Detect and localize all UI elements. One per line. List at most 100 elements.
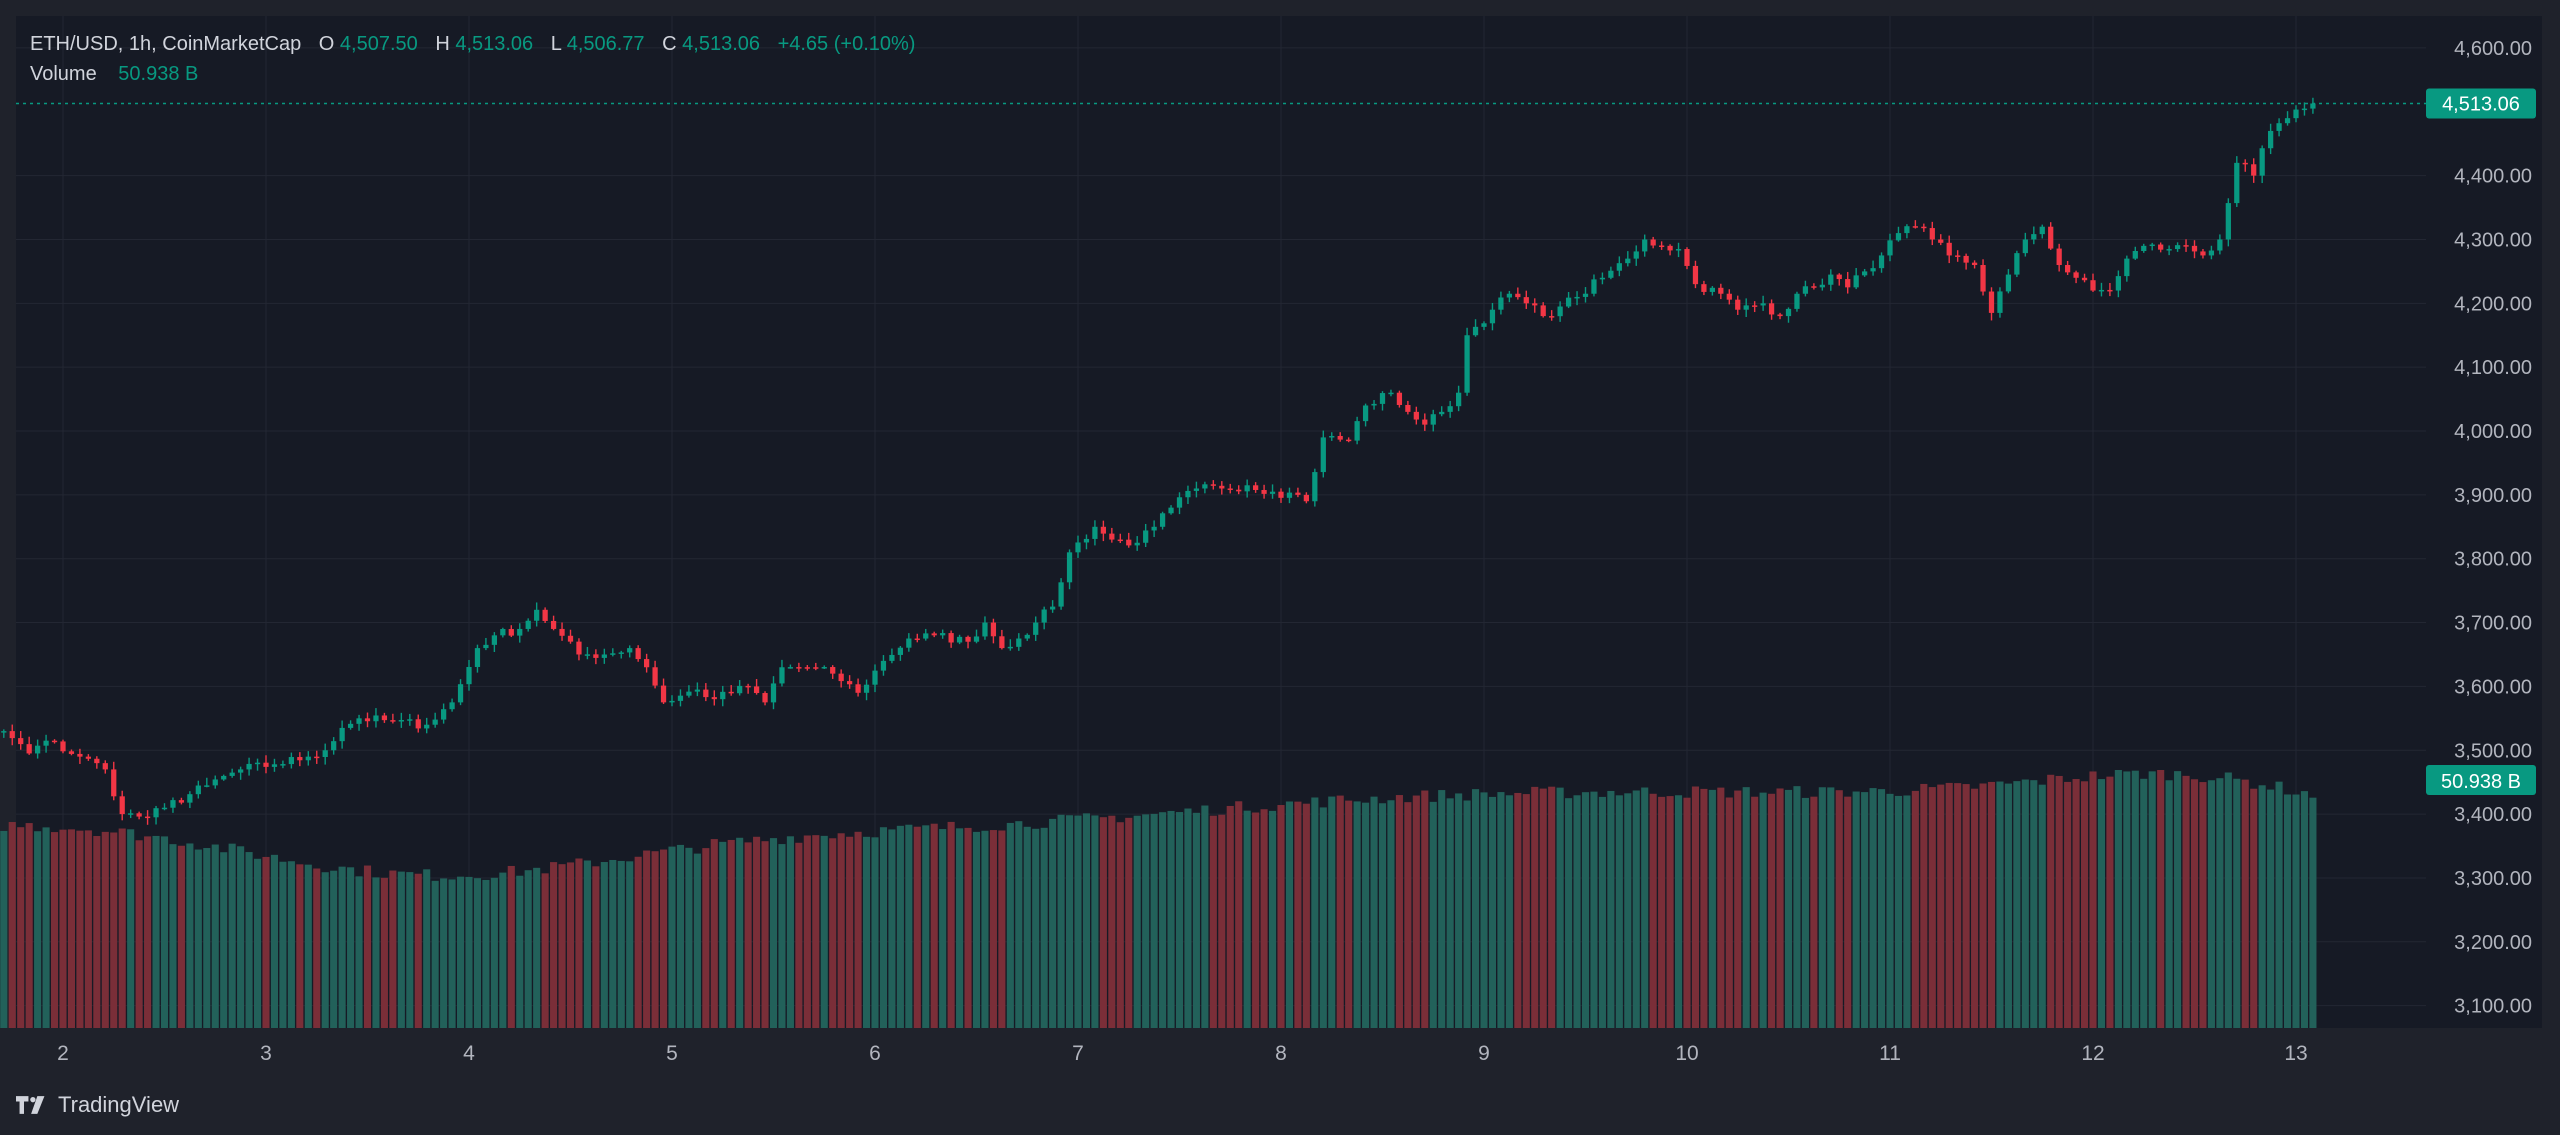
- candle-body: [703, 689, 709, 698]
- volume-bar: [769, 838, 778, 1028]
- volume-bar: [2199, 782, 2207, 1028]
- volume-bar: [2106, 776, 2114, 1028]
- x-tick-label: 12: [2081, 1042, 2104, 1065]
- volume-bar: [2300, 791, 2309, 1028]
- candle-body: [1921, 226, 1927, 229]
- candle-body: [2259, 148, 2265, 176]
- volume-histogram: [0, 770, 2317, 1028]
- candle-body: [280, 764, 286, 766]
- candle-body: [1346, 439, 1352, 442]
- candle-body: [2039, 226, 2045, 235]
- candle-body: [897, 647, 903, 655]
- y-tick-label: 4,300.00: [2454, 229, 2532, 251]
- candle-body: [1109, 533, 1115, 540]
- candle-body: [999, 636, 1005, 649]
- candle-body: [669, 700, 675, 703]
- volume-bar: [1607, 790, 1615, 1028]
- volume-bar: [2030, 780, 2038, 1028]
- candle-body: [2242, 162, 2248, 165]
- volume-bar: [1928, 787, 1936, 1028]
- volume-bar: [1717, 787, 1725, 1028]
- candle-body: [982, 622, 988, 637]
- volume-bar: [761, 841, 769, 1028]
- volume-bar: [110, 832, 118, 1028]
- volume-bar: [964, 827, 972, 1028]
- volume-bar: [1700, 788, 1708, 1028]
- candle-body: [593, 654, 599, 658]
- candle-body: [254, 762, 261, 765]
- volume-bar: [1827, 787, 1835, 1028]
- candle-body: [424, 724, 430, 729]
- candle-body: [2191, 245, 2198, 252]
- volume-value: 50.938 B: [118, 63, 198, 85]
- volume-bar: [617, 860, 625, 1028]
- volume-bar: [2267, 789, 2275, 1028]
- volume-bar: [1074, 815, 1082, 1028]
- candle-body: [77, 753, 83, 757]
- volume-bar: [1683, 797, 1691, 1028]
- volume-bar: [947, 821, 955, 1028]
- volume-bar: [956, 828, 964, 1028]
- volume-bar: [879, 827, 888, 1028]
- volume-bar: [888, 829, 896, 1028]
- volume-bar: [2080, 781, 2089, 1028]
- open-value: 4,507.50: [340, 33, 418, 55]
- candle-body: [1760, 303, 1766, 306]
- volume-bar: [194, 849, 202, 1028]
- candle-body: [1337, 436, 1343, 440]
- candle-body: [1295, 492, 1301, 495]
- volume-bar: [600, 862, 608, 1028]
- volume-bar: [778, 844, 786, 1028]
- volume-bar: [998, 830, 1006, 1028]
- volume-bar: [2047, 774, 2055, 1028]
- volume-bar: [1023, 826, 1031, 1028]
- volume-bar: [1894, 795, 1903, 1028]
- volume-bar: [262, 856, 270, 1028]
- volume-label: Volume: [30, 63, 97, 85]
- candle-body: [238, 769, 244, 773]
- candle-body: [1819, 284, 1825, 288]
- volume-bar: [972, 831, 981, 1028]
- volume-bar: [659, 849, 668, 1028]
- volume-bar: [1362, 802, 1370, 1028]
- volume-bar: [1886, 793, 1894, 1028]
- candle-body: [390, 720, 396, 722]
- candle-body: [1963, 255, 1969, 263]
- volume-bar: [524, 870, 532, 1028]
- volume-bar: [1438, 790, 1446, 1028]
- volume-bar: [1065, 815, 1074, 1028]
- x-tick-label: 13: [2284, 1042, 2307, 1065]
- candle-body: [170, 800, 176, 808]
- candle-body: [1549, 316, 1555, 318]
- candle-body: [534, 609, 540, 621]
- volume-bar: [829, 838, 837, 1028]
- candle-body: [1709, 287, 1715, 292]
- y-tick-label: 3,100.00: [2454, 996, 2532, 1018]
- close-value: 4,513.06: [682, 33, 760, 55]
- candle-body: [973, 636, 980, 642]
- volume-bar: [490, 877, 498, 1028]
- candle-body: [1041, 609, 1047, 623]
- volume-bar: [1522, 794, 1530, 1028]
- time-axis[interactable]: 2 3 4 5 6 7 8 9 10 11 12 13: [57, 1042, 2308, 1065]
- volume-bar: [1285, 801, 1294, 1028]
- volume-bar: [499, 872, 507, 1028]
- volume-bar: [440, 878, 448, 1028]
- candle-body: [677, 695, 684, 701]
- candle-body: [2276, 123, 2282, 131]
- price-axis[interactable]: 4,600.00 4,400.00 4,300.00 4,200.00 4,100.00…: [2454, 38, 2532, 1018]
- volume-bar: [736, 837, 744, 1028]
- volume-bar: [854, 831, 862, 1028]
- volume-bar: [1421, 790, 1429, 1028]
- tradingview-brand[interactable]: TradingView: [16, 1090, 179, 1120]
- volume-bar: [448, 879, 456, 1028]
- volume-bar: [144, 836, 152, 1028]
- candle-body: [1582, 293, 1589, 297]
- candle-body: [542, 609, 548, 621]
- volume-bar: [550, 862, 558, 1028]
- volume-bar: [1784, 789, 1793, 1028]
- volume-bar: [1708, 789, 1716, 1028]
- volume-bar: [338, 866, 346, 1028]
- candle-body: [889, 654, 895, 661]
